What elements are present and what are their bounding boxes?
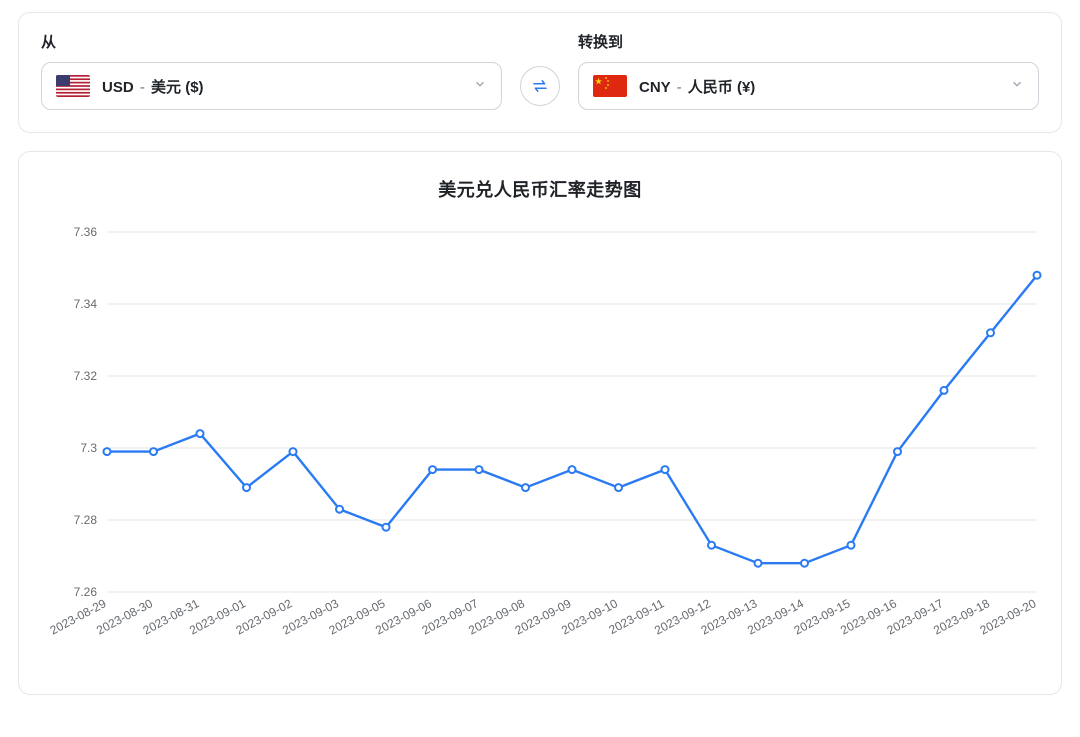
- svg-text:7.34: 7.34: [74, 297, 98, 311]
- converter-panel: 从 USD - 美元 ($): [18, 12, 1062, 133]
- from-currency-text: USD - 美元 ($): [102, 76, 204, 97]
- from-currency-select[interactable]: USD - 美元 ($): [41, 62, 502, 110]
- swap-button[interactable]: [520, 66, 560, 106]
- to-currency-text: CNY - 人民币 (¥): [639, 76, 755, 97]
- from-name: 美元: [151, 79, 181, 96]
- to-code: CNY: [639, 79, 670, 96]
- from-code: USD: [102, 79, 134, 96]
- dash: -: [677, 79, 682, 96]
- chart-panel: 美元兑人民币汇率走势图 7.267.287.37.327.347.362023-…: [18, 151, 1062, 695]
- to-name: 人民币: [688, 79, 733, 96]
- from-symbol: $: [190, 79, 198, 96]
- swap-icon: [531, 77, 549, 95]
- to-label: 转换到: [578, 31, 1039, 52]
- from-field-group: 从 USD - 美元 ($): [41, 31, 502, 110]
- from-symbol-wrap: ($): [185, 79, 203, 96]
- rate-line-chart: 7.267.287.37.327.347.362023-08-292023-08…: [37, 222, 1047, 682]
- to-symbol: ¥: [742, 79, 750, 96]
- to-symbol-wrap: (¥): [737, 79, 755, 96]
- svg-text:7.3: 7.3: [80, 441, 97, 455]
- to-currency-select[interactable]: CNY - 人民币 (¥): [578, 62, 1039, 110]
- us-flag-icon: [56, 75, 90, 97]
- svg-text:7.28: 7.28: [74, 513, 98, 527]
- chevron-down-icon: [1010, 77, 1024, 96]
- svg-text:7.32: 7.32: [74, 369, 98, 383]
- svg-text:7.26: 7.26: [74, 585, 98, 599]
- dash: -: [140, 79, 145, 96]
- chevron-down-icon: [473, 77, 487, 96]
- chart-title: 美元兑人民币汇率走势图: [37, 176, 1043, 202]
- to-field-group: 转换到 CNY - 人民币 (¥): [578, 31, 1039, 110]
- from-label: 从: [41, 31, 502, 52]
- svg-text:7.36: 7.36: [74, 225, 98, 239]
- cn-flag-icon: [593, 75, 627, 97]
